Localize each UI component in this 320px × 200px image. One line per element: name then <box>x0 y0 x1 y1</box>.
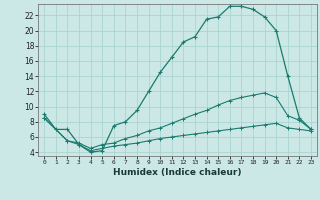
X-axis label: Humidex (Indice chaleur): Humidex (Indice chaleur) <box>113 168 242 177</box>
